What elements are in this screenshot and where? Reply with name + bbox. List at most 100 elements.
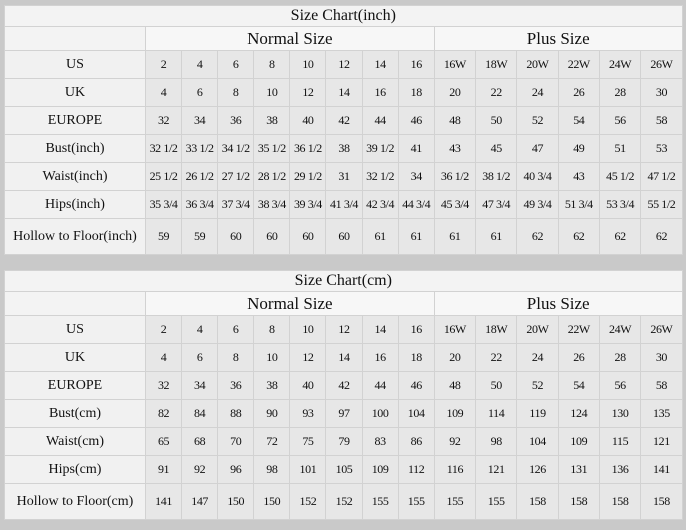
- table-cell: 42: [325, 371, 363, 400]
- table-cell: 26W: [640, 50, 683, 79]
- table-cell: 42 3/4: [361, 190, 399, 219]
- table-cell: 60: [289, 218, 327, 255]
- table-cell: 62: [516, 218, 559, 255]
- table-cell: 61: [433, 218, 477, 255]
- table-cell: 6: [181, 78, 219, 107]
- table-cell: 16: [397, 50, 435, 79]
- table-cell: 25 1/2: [144, 162, 183, 191]
- table-cell: 84: [181, 399, 219, 428]
- chart-title: Size Chart(inch): [4, 5, 683, 27]
- table-cell: 58: [640, 371, 683, 400]
- table-cell: 90: [253, 399, 291, 428]
- table-cell: 65: [144, 427, 183, 456]
- table-cell: 14: [361, 50, 399, 79]
- table-cell: 30: [640, 78, 683, 107]
- table-row: UK 4 6 8 10 12 14 16 18 20 22 24 26 28 30: [4, 343, 683, 372]
- table-cell: 158: [516, 483, 559, 520]
- table-cell: 53 3/4: [598, 190, 642, 219]
- table-cell: 119: [516, 399, 559, 428]
- table-cell: 2: [144, 315, 183, 344]
- table-cell: 39 1/2: [361, 134, 399, 163]
- table-cell: 45: [475, 134, 518, 163]
- table-cell: 141: [640, 455, 683, 484]
- row-label: Waist(inch): [4, 162, 146, 191]
- table-cell: 41: [397, 134, 435, 163]
- size-chart-inch-table: Size Chart(inch) Normal Size Plus Size US 2 4…: [4, 5, 683, 255]
- table-cell: 27 1/2: [217, 162, 255, 191]
- table-cell: 79: [325, 427, 363, 456]
- row-label: EUROPE: [4, 106, 146, 135]
- table-cell: 14: [325, 343, 363, 372]
- table-row: Bust(cm) 82 84 88 90 93 97 100 104 109 114 119 124 13…: [4, 399, 683, 428]
- table-cell: 158: [598, 483, 642, 520]
- plus-size-header: Plus Size: [433, 26, 683, 51]
- table-cell: 36 1/2: [433, 162, 477, 191]
- table-cell: 105: [325, 455, 363, 484]
- table-cell: 28: [598, 343, 642, 372]
- table-cell: 6: [217, 50, 255, 79]
- table-cell: 8: [217, 343, 255, 372]
- table-cell: 18: [397, 343, 435, 372]
- table-cell: 59: [181, 218, 219, 255]
- table-cell: 124: [557, 399, 600, 428]
- table-cell: 104: [516, 427, 559, 456]
- table-cell: 24W: [598, 50, 642, 79]
- size-chart-cm-table: Size Chart(cm) Normal Size Plus Size US 2 4 6 8…: [4, 270, 683, 520]
- table-cell: 47: [516, 134, 559, 163]
- table-cell: 20: [433, 78, 477, 107]
- table-cell: 38 1/2: [475, 162, 518, 191]
- table-cell: 6: [181, 343, 219, 372]
- table-cell: 2: [144, 50, 183, 79]
- table-cell: 16: [361, 78, 399, 107]
- table-cell: 51 3/4: [557, 190, 600, 219]
- table-cell: 10: [253, 78, 291, 107]
- table-cell: 158: [640, 483, 683, 520]
- table-cell: 136: [598, 455, 642, 484]
- table-cell: 50: [475, 371, 518, 400]
- empty-header-cell: [4, 291, 146, 316]
- table-cell: 109: [361, 455, 399, 484]
- table-cell: 62: [557, 218, 600, 255]
- table-cell: 29 1/2: [289, 162, 327, 191]
- table-cell: 92: [181, 455, 219, 484]
- table-cell: 22: [475, 343, 518, 372]
- table-cell: 155: [433, 483, 477, 520]
- table-cell: 43: [433, 134, 477, 163]
- table-cell: 20W: [516, 315, 559, 344]
- table-cell: 62: [640, 218, 683, 255]
- table-cell: 39 3/4: [289, 190, 327, 219]
- table-cell: 18W: [475, 50, 518, 79]
- table-cell: 46: [397, 371, 435, 400]
- table-cell: 8: [253, 315, 291, 344]
- table-row: EUROPE 32 34 36 38 40 42 44 46 48 50 52 54 56 58: [4, 371, 683, 400]
- table-cell: 101: [289, 455, 327, 484]
- table-cell: 126: [516, 455, 559, 484]
- row-label: Hips(inch): [4, 190, 146, 219]
- table-cell: 150: [217, 483, 255, 520]
- table-cell: 121: [475, 455, 518, 484]
- table-cell: 92: [433, 427, 477, 456]
- table-cell: 98: [475, 427, 518, 456]
- table-cell: 38: [325, 134, 363, 163]
- table-cell: 150: [253, 483, 291, 520]
- table-cell: 32 1/2: [144, 134, 183, 163]
- table-cell: 68: [181, 427, 219, 456]
- title-row: Size Chart(cm): [4, 270, 683, 292]
- group-header-row: Normal Size Plus Size: [4, 26, 683, 51]
- table-cell: 60: [217, 218, 255, 255]
- table-cell: 44: [361, 371, 399, 400]
- table-cell: 16: [397, 315, 435, 344]
- row-label: UK: [4, 343, 146, 372]
- table-cell: 52: [516, 106, 559, 135]
- table-cell: 26: [557, 78, 600, 107]
- table-cell: 82: [144, 399, 183, 428]
- table-cell: 18W: [475, 315, 518, 344]
- table-cell: 4: [144, 343, 183, 372]
- group-header-row: Normal Size Plus Size: [4, 291, 683, 316]
- table-cell: 24W: [598, 315, 642, 344]
- table-cell: 147: [181, 483, 219, 520]
- table-row: Bust(inch) 32 1/2 33 1/2 34 1/2 35 1/2 36 1/2…: [4, 134, 683, 163]
- table-cell: 30: [640, 343, 683, 372]
- table-cell: 14: [361, 315, 399, 344]
- table-cell: 152: [325, 483, 363, 520]
